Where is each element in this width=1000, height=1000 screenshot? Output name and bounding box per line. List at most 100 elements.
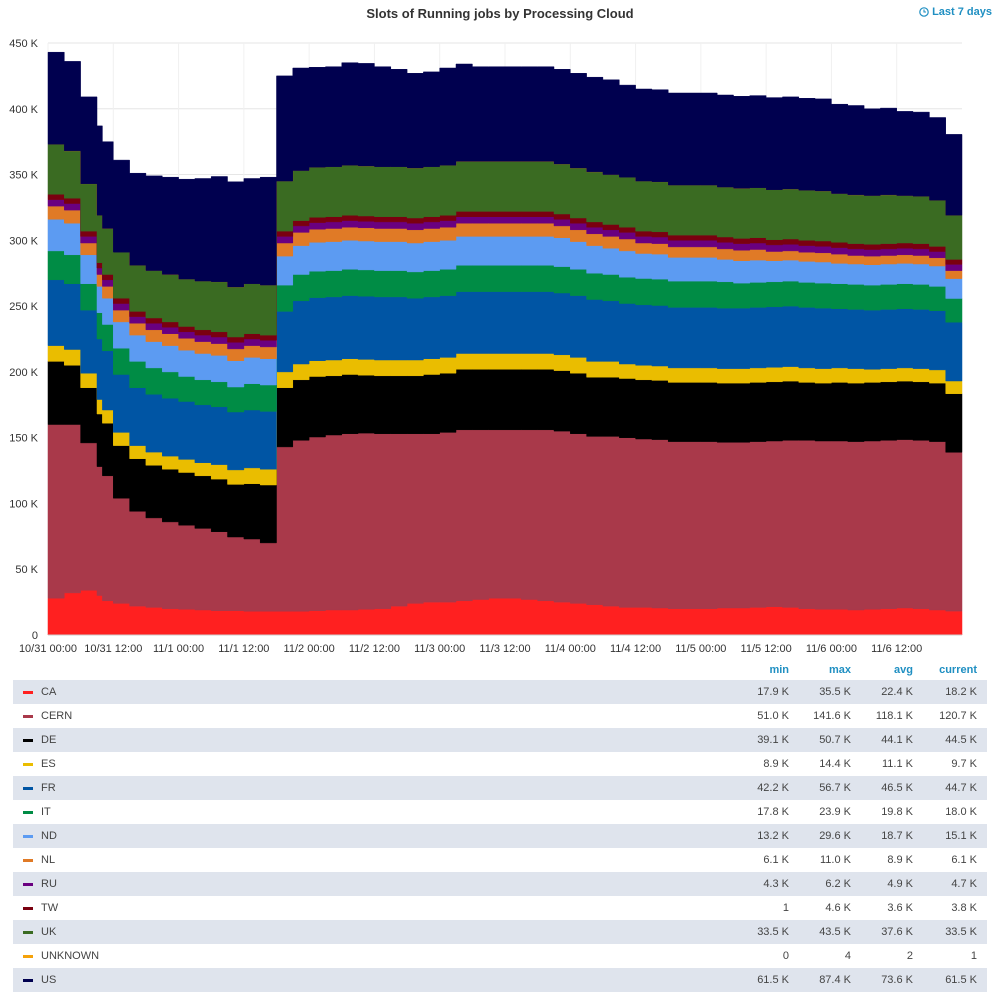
legend-max: 23.9 K bbox=[819, 806, 851, 818]
legend-max: 4.6 K bbox=[825, 902, 851, 914]
legend-row-ru[interactable]: RU 4.3 K 6.2 K 4.9 K 4.7 K bbox=[13, 872, 987, 896]
legend-max: 11.0 K bbox=[820, 854, 851, 866]
x-tick-label: 11/1 12:00 bbox=[218, 643, 269, 655]
legend-avg: 22.4 K bbox=[881, 686, 913, 698]
x-tick-label: 11/5 12:00 bbox=[741, 643, 792, 655]
legend-max: 56.7 K bbox=[819, 782, 851, 794]
legend-min: 17.9 K bbox=[757, 686, 789, 698]
legend-min: 33.5 K bbox=[757, 926, 789, 938]
x-tick-label: 11/1 00:00 bbox=[153, 643, 204, 655]
x-tick-label: 11/4 00:00 bbox=[545, 643, 596, 655]
legend-min: 8.9 K bbox=[763, 758, 789, 770]
legend-min: 4.3 K bbox=[763, 878, 789, 890]
time-range-button[interactable]: Last 7 days bbox=[919, 6, 992, 18]
series-area-us[interactable] bbox=[47, 51, 963, 288]
x-tick-label: 11/6 12:00 bbox=[871, 643, 922, 655]
legend-avg: 11.1 K bbox=[882, 758, 913, 770]
legend-max: 35.5 K bbox=[819, 686, 851, 698]
legend-row-fr[interactable]: FR 42.2 K 56.7 K 46.5 K 44.7 K bbox=[13, 776, 987, 800]
legend-row-it[interactable]: IT 17.8 K 23.9 K 19.8 K 18.0 K bbox=[13, 800, 987, 824]
legend-label: RU bbox=[41, 878, 57, 890]
y-tick-label: 200 K bbox=[9, 367, 38, 379]
legend-row-cern[interactable]: CERN 51.0 K 141.6 K 118.1 K 120.7 K bbox=[13, 704, 987, 728]
header-min[interactable]: min bbox=[769, 664, 789, 676]
legend-current: 44.5 K bbox=[945, 734, 977, 746]
legend-row-de[interactable]: DE 39.1 K 50.7 K 44.1 K 44.5 K bbox=[13, 728, 987, 752]
legend-series: ND bbox=[13, 830, 727, 842]
legend-swatch bbox=[23, 690, 33, 694]
legend-swatch bbox=[23, 906, 33, 910]
legend-current: 120.7 K bbox=[939, 710, 977, 722]
legend-label: FR bbox=[41, 782, 56, 794]
legend-series: RU bbox=[13, 878, 727, 890]
legend-swatch bbox=[23, 882, 33, 886]
header-max[interactable]: max bbox=[828, 664, 851, 676]
x-tick-label: 11/4 12:00 bbox=[610, 643, 661, 655]
legend-max: 50.7 K bbox=[819, 734, 851, 746]
legend-current: 61.5 K bbox=[945, 974, 977, 986]
legend-row-uk[interactable]: UK 33.5 K 43.5 K 37.6 K 33.5 K bbox=[13, 920, 987, 944]
x-tick-label: 11/5 00:00 bbox=[675, 643, 726, 655]
legend-header: min max avg current bbox=[13, 660, 987, 680]
legend-swatch bbox=[23, 762, 33, 766]
x-tick-label: 11/3 12:00 bbox=[479, 643, 530, 655]
legend-row-unknown[interactable]: UNKNOWN 0 4 2 1 bbox=[13, 944, 987, 968]
axes: 0 50 K 100 K 150 K 200 K 250 K 300 K 350 K 400 K… bbox=[9, 38, 962, 655]
legend-series: FR bbox=[13, 782, 727, 794]
legend-min: 61.5 K bbox=[757, 974, 789, 986]
legend-series: US bbox=[13, 974, 727, 986]
legend-row-tw[interactable]: TW 1 4.6 K 3.6 K 3.8 K bbox=[13, 896, 987, 920]
legend-row-ca[interactable]: CA 17.9 K 35.5 K 22.4 K 18.2 K bbox=[13, 680, 987, 704]
legend-avg: 44.1 K bbox=[881, 734, 913, 746]
y-tick-label: 100 K bbox=[9, 498, 38, 510]
legend-min: 51.0 K bbox=[757, 710, 789, 722]
legend-avg: 37.6 K bbox=[881, 926, 913, 938]
legend-avg: 73.6 K bbox=[881, 974, 913, 986]
legend-swatch bbox=[23, 714, 33, 718]
legend-avg: 2 bbox=[906, 950, 913, 962]
legend-swatch bbox=[23, 858, 33, 862]
legend-label: DE bbox=[41, 734, 57, 746]
legend-swatch bbox=[23, 738, 33, 742]
legend-avg: 46.5 K bbox=[881, 782, 913, 794]
legend-table: min max avg current CA 17.9 K 35.5 K 22.4 K… bbox=[13, 660, 987, 992]
legend-current: 15.1 K bbox=[945, 830, 977, 842]
y-tick-label: 300 K bbox=[9, 235, 38, 247]
legend-series: UNKNOWN bbox=[13, 950, 727, 962]
legend-avg: 118.1 K bbox=[875, 710, 913, 722]
x-tick-label: 10/31 12:00 bbox=[84, 643, 142, 655]
legend-max: 87.4 K bbox=[819, 974, 851, 986]
legend-avg: 8.9 K bbox=[887, 854, 913, 866]
legend-label: CERN bbox=[41, 710, 73, 722]
legend-min: 42.2 K bbox=[757, 782, 789, 794]
legend-row-nd[interactable]: ND 13.2 K 29.6 K 18.7 K 15.1 K bbox=[13, 824, 987, 848]
stacked-area-chart[interactable]: 0 50 K 100 K 150 K 200 K 250 K 300 K 350 K 400 K… bbox=[0, 30, 1000, 660]
header-avg[interactable]: avg bbox=[894, 664, 913, 676]
legend-min: 1 bbox=[782, 902, 789, 914]
x-tick-label: 11/2 12:00 bbox=[349, 643, 400, 655]
y-tick-label: 0 bbox=[32, 630, 38, 642]
legend-series: ES bbox=[13, 758, 727, 770]
legend-avg: 19.8 K bbox=[881, 806, 913, 818]
legend-current: 44.7 K bbox=[945, 782, 977, 794]
y-tick-label: 150 K bbox=[9, 433, 38, 445]
x-tick-label: 11/6 00:00 bbox=[806, 643, 857, 655]
legend-min: 13.2 K bbox=[757, 830, 789, 842]
legend-current: 9.7 K bbox=[951, 758, 977, 770]
legend-current: 6.1 K bbox=[951, 854, 977, 866]
legend-min: 39.1 K bbox=[757, 734, 789, 746]
x-tick-label: 10/31 00:00 bbox=[19, 643, 77, 655]
time-range-label: Last 7 days bbox=[932, 6, 992, 18]
legend-swatch bbox=[23, 834, 33, 838]
legend-row-es[interactable]: ES 8.9 K 14.4 K 11.1 K 9.7 K bbox=[13, 752, 987, 776]
legend-current: 18.2 K bbox=[945, 686, 977, 698]
legend-row-nl[interactable]: NL 6.1 K 11.0 K 8.9 K 6.1 K bbox=[13, 848, 987, 872]
legend-max: 141.6 K bbox=[813, 710, 851, 722]
legend-row-us[interactable]: US 61.5 K 87.4 K 73.6 K 61.5 K bbox=[13, 968, 987, 992]
legend-min: 6.1 K bbox=[763, 854, 789, 866]
legend-label: US bbox=[41, 974, 57, 986]
legend-label: ES bbox=[41, 758, 56, 770]
header-current[interactable]: current bbox=[939, 664, 977, 676]
legend-label: NL bbox=[41, 854, 56, 866]
y-tick-label: 450 K bbox=[9, 38, 38, 50]
